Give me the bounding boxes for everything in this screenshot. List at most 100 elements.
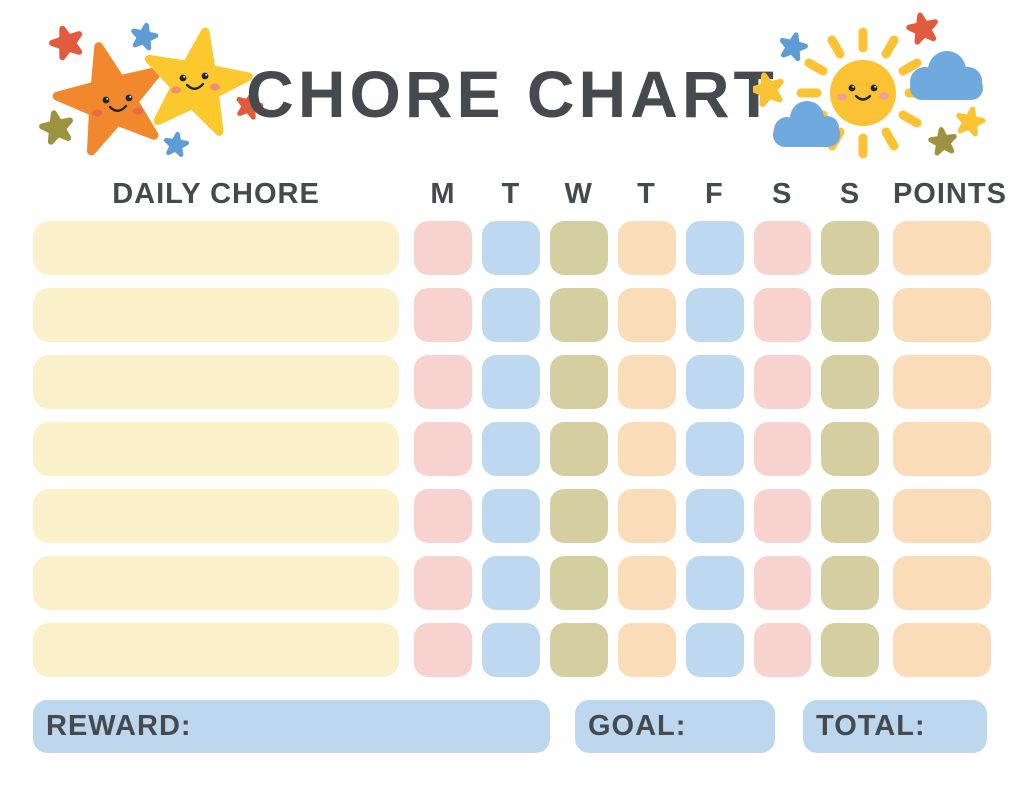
day-header-wed: W bbox=[564, 177, 593, 210]
chore-name-cell[interactable] bbox=[33, 355, 400, 409]
day-cell-mon[interactable] bbox=[414, 489, 473, 543]
chore-row-7 bbox=[33, 623, 991, 677]
points-cell[interactable] bbox=[893, 623, 991, 677]
day-header-tue: T bbox=[501, 177, 521, 210]
footer-row: REWARD: GOAL: TOTAL: bbox=[33, 700, 991, 753]
chore-row-4 bbox=[33, 422, 991, 476]
day-cell-sun[interactable] bbox=[821, 288, 880, 342]
day-cell-thu[interactable] bbox=[617, 489, 676, 543]
reward-field[interactable]: REWARD: bbox=[33, 700, 550, 753]
day-cell-tue[interactable] bbox=[482, 221, 540, 275]
day-cell-fri[interactable] bbox=[685, 556, 744, 610]
day-cell-mon[interactable] bbox=[414, 422, 473, 476]
points-cell[interactable] bbox=[893, 556, 991, 610]
small-olive-star-icon bbox=[929, 128, 956, 154]
chore-row-3 bbox=[33, 355, 991, 409]
points-cell[interactable] bbox=[893, 489, 991, 543]
points-cell[interactable] bbox=[893, 288, 991, 342]
day-cell-mon[interactable] bbox=[414, 288, 473, 342]
small-yellow-star-icon bbox=[753, 72, 785, 106]
reward-label: REWARD: bbox=[46, 710, 192, 742]
day-cell-mon[interactable] bbox=[414, 355, 473, 409]
day-cell-sun[interactable] bbox=[821, 221, 880, 275]
total-label: TOTAL: bbox=[816, 710, 926, 742]
chore-row-5 bbox=[33, 489, 991, 543]
orange-star bbox=[48, 34, 174, 156]
day-cell-sat[interactable] bbox=[753, 556, 812, 610]
points-cell[interactable] bbox=[893, 221, 991, 275]
day-cell-wed[interactable] bbox=[549, 623, 608, 677]
day-cell-thu[interactable] bbox=[617, 556, 676, 610]
goal-field[interactable]: GOAL: bbox=[575, 700, 775, 753]
day-header-sun: S bbox=[839, 177, 861, 210]
table-header-row: DAILY CHORE M T W T F S S POINTS bbox=[33, 177, 1007, 210]
day-cell-sun[interactable] bbox=[821, 355, 880, 409]
day-cell-mon[interactable] bbox=[414, 556, 473, 610]
day-cell-fri[interactable] bbox=[685, 489, 744, 543]
twin-stars-decoration bbox=[33, 12, 285, 168]
day-cell-sun[interactable] bbox=[821, 422, 880, 476]
day-cell-wed[interactable] bbox=[549, 221, 608, 275]
points-header: POINTS bbox=[892, 177, 1007, 210]
day-cell-fri[interactable] bbox=[685, 422, 744, 476]
day-cell-tue[interactable] bbox=[482, 288, 540, 342]
day-cell-wed[interactable] bbox=[549, 489, 608, 543]
chore-name-cell[interactable] bbox=[33, 221, 400, 275]
day-cell-sat[interactable] bbox=[753, 489, 812, 543]
day-cell-tue[interactable] bbox=[482, 355, 540, 409]
chore-name-cell[interactable] bbox=[33, 623, 400, 677]
day-cell-sat[interactable] bbox=[753, 288, 812, 342]
day-cell-sat[interactable] bbox=[753, 355, 812, 409]
cloud-icon bbox=[773, 101, 840, 147]
chore-name-cell[interactable] bbox=[33, 288, 400, 342]
day-cell-tue[interactable] bbox=[482, 556, 540, 610]
chore-row-1 bbox=[33, 221, 991, 275]
day-header-fri: F bbox=[704, 177, 724, 210]
day-cell-sat[interactable] bbox=[753, 422, 812, 476]
day-header-sat: S bbox=[772, 177, 793, 210]
small-red-star-icon bbox=[907, 13, 938, 43]
day-cell-fri[interactable] bbox=[685, 221, 744, 275]
day-cell-sun[interactable] bbox=[821, 623, 880, 677]
small-blue-star-icon bbox=[164, 133, 187, 156]
day-cell-wed[interactable] bbox=[549, 288, 608, 342]
points-cell[interactable] bbox=[893, 355, 991, 409]
small-blue-star-icon bbox=[131, 23, 158, 49]
small-yellow-star-icon bbox=[956, 107, 985, 135]
day-cell-tue[interactable] bbox=[482, 623, 540, 677]
day-cell-wed[interactable] bbox=[549, 355, 608, 409]
chore-name-cell[interactable] bbox=[33, 422, 400, 476]
day-cell-wed[interactable] bbox=[549, 422, 608, 476]
chore-name-cell[interactable] bbox=[33, 556, 400, 610]
day-cell-fri[interactable] bbox=[685, 355, 744, 409]
day-cell-sat[interactable] bbox=[753, 221, 812, 275]
day-cell-fri[interactable] bbox=[685, 288, 744, 342]
day-cell-sun[interactable] bbox=[821, 556, 880, 610]
day-cell-thu[interactable] bbox=[617, 422, 676, 476]
goal-label: GOAL: bbox=[588, 710, 687, 742]
day-header-mon: M bbox=[430, 177, 456, 210]
day-cell-tue[interactable] bbox=[482, 422, 540, 476]
day-cell-thu[interactable] bbox=[617, 221, 676, 275]
day-cell-sun[interactable] bbox=[821, 489, 880, 543]
yellow-star bbox=[139, 23, 255, 135]
points-cell[interactable] bbox=[893, 422, 991, 476]
small-blue-star-icon bbox=[779, 32, 808, 60]
total-field[interactable]: TOTAL: bbox=[803, 700, 987, 753]
day-cell-fri[interactable] bbox=[685, 623, 744, 677]
chore-rows bbox=[33, 221, 991, 690]
day-cell-thu[interactable] bbox=[617, 288, 676, 342]
page-title: CHORE CHART bbox=[246, 57, 778, 131]
chore-name-cell[interactable] bbox=[33, 489, 400, 543]
small-red-star-icon bbox=[49, 24, 85, 59]
sun-clouds-decoration bbox=[753, 8, 1005, 159]
day-cell-tue[interactable] bbox=[482, 489, 540, 543]
day-cell-mon[interactable] bbox=[414, 623, 473, 677]
day-cell-thu[interactable] bbox=[617, 623, 676, 677]
day-cell-thu[interactable] bbox=[617, 355, 676, 409]
day-cell-mon[interactable] bbox=[414, 221, 473, 275]
chore-row-2 bbox=[33, 288, 991, 342]
day-cell-wed[interactable] bbox=[549, 556, 608, 610]
day-cell-sat[interactable] bbox=[753, 623, 812, 677]
